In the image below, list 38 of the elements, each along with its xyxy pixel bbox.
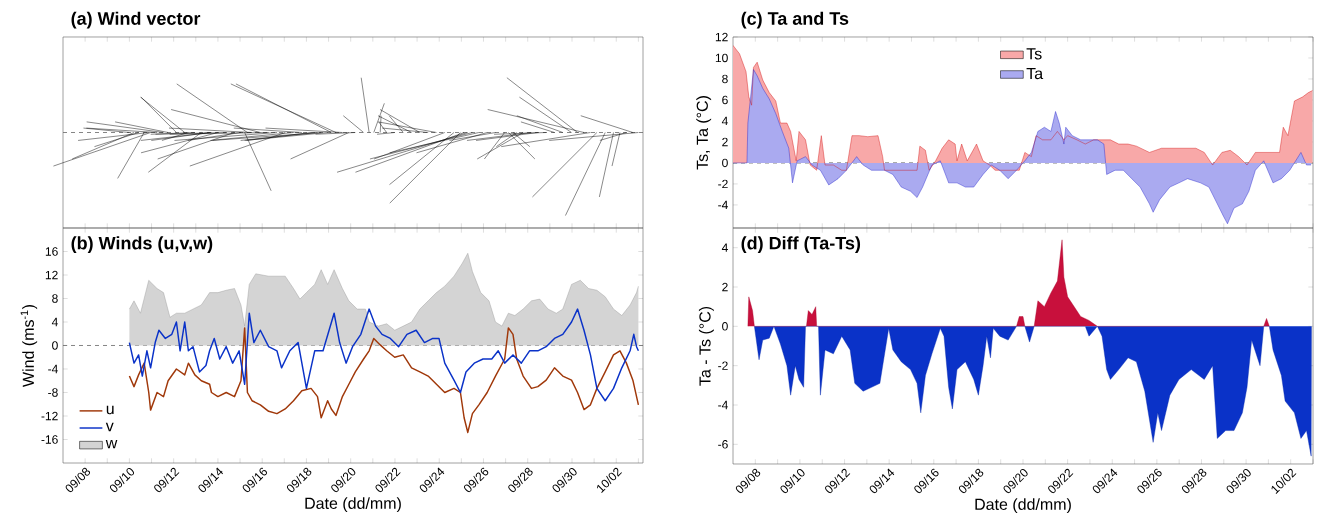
legend-label: Ts [1026, 48, 1042, 60]
y-tick-label: 12 [45, 270, 58, 280]
y-tick-label: 16 [45, 247, 58, 256]
y-tick-label: 8 [52, 294, 58, 303]
y-tick-label: -4 [718, 400, 728, 410]
y-tick-label: 2 [722, 137, 728, 147]
y-tick-label: 6 [722, 95, 728, 105]
y-tick-label: 0 [722, 158, 728, 168]
y-tick-label: -4 [718, 200, 728, 210]
chart-title: (b) Winds (u,v,w) [71, 236, 213, 254]
y-tick-label: 4 [721, 116, 728, 126]
y-tick-label: 4 [721, 243, 728, 252]
y-tick-label: 12 [715, 32, 728, 42]
y-axis-title: Ta - Ts (°C) [698, 306, 714, 386]
y-axis-title: Ts, Ta (°C) [696, 96, 712, 170]
chart-title: (d) Diff (Ta-Ts) [741, 236, 861, 254]
y-axis-title: Wind (ms$^{-1}$) [20, 304, 38, 387]
y-tick-label: 0 [52, 341, 58, 350]
y-tick-label: 2 [722, 282, 728, 292]
legend-label: v [105, 422, 114, 432]
y-tick-label: 8 [722, 74, 728, 84]
y-tick-label: -16 [41, 435, 58, 444]
y-tick-label: 4 [51, 317, 58, 327]
y-tick-label: -12 [41, 411, 58, 421]
legend-label: w [105, 439, 118, 449]
text: (a) Wind vector [71, 11, 201, 29]
y-tick-label: -4 [48, 364, 58, 374]
y-tick-label: -2 [718, 361, 728, 370]
y-tick-label: 10 [715, 53, 728, 63]
chart-title: (c) Ta and Ts [741, 11, 849, 29]
y-tick-label: -8 [48, 388, 58, 397]
legend-label: Ta [1026, 68, 1044, 80]
y-tick-label: -2 [718, 179, 728, 189]
x-axis-title: Date (dd/mm) [975, 498, 1071, 514]
legend-label: u [106, 405, 114, 415]
y-tick-label: -6 [718, 440, 728, 449]
x-axis-title: Date (dd/mm) [305, 497, 401, 513]
y-tick-label: 0 [722, 322, 728, 331]
